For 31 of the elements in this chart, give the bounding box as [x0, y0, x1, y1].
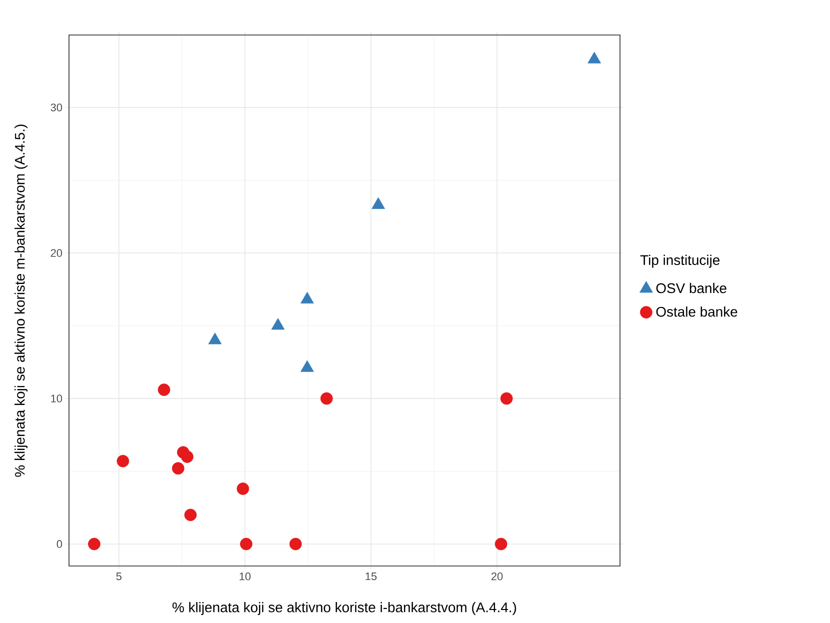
point: [372, 197, 385, 209]
point: [588, 52, 601, 64]
point: [116, 454, 130, 468]
y-tick-label: 30: [50, 104, 62, 112]
point: [500, 392, 513, 405]
point: [271, 318, 285, 330]
point: [300, 360, 314, 372]
point: [289, 538, 302, 550]
point: [300, 292, 314, 304]
point: [236, 482, 250, 495]
x-tick-label: 10: [240, 572, 251, 580]
point: [208, 332, 222, 344]
x-tick-label: 15: [366, 572, 377, 580]
point: [158, 384, 170, 396]
y-tick-label: 20: [50, 249, 62, 257]
point: [172, 462, 184, 475]
point: [494, 538, 508, 550]
legend-title: Tip institucije: [640, 254, 720, 268]
x-tick-label: 20: [491, 572, 503, 580]
point: [181, 450, 194, 463]
y-axis-title: % klijenata koji se aktivno koriste m-bankarstvom (A.4.5.): [14, 124, 28, 477]
x-tick-label: 5: [116, 572, 122, 580]
point: [240, 538, 252, 550]
x-axis-title: % klijenata koji se aktivno koriste i-bankarstvom (A.4.4.): [172, 602, 516, 616]
y-tick-label: 10: [51, 394, 62, 402]
point: [88, 538, 100, 550]
point: [184, 508, 197, 522]
legend-label: Ostale banke: [656, 306, 738, 317]
legend-label: OSV banke: [656, 282, 726, 294]
point: [320, 392, 333, 405]
y-tick-label: 0: [56, 540, 62, 548]
